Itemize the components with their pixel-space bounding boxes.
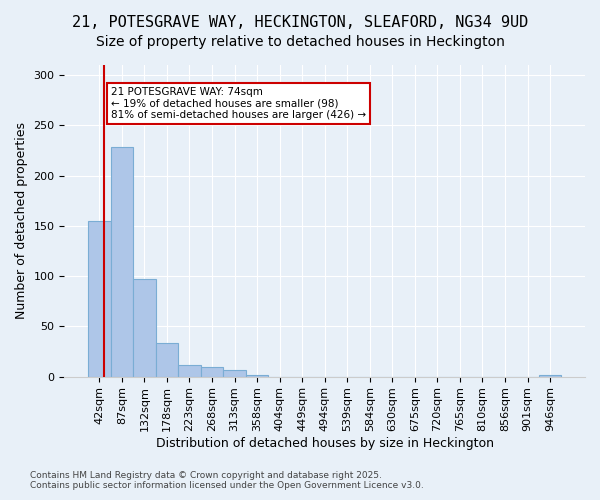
Bar [155,344,178,376]
Bar [539,374,562,376]
Bar [110,148,133,376]
Bar [201,366,223,376]
Bar [88,221,110,376]
X-axis label: Distribution of detached houses by size in Heckington: Distribution of detached houses by size … [156,437,494,450]
Text: Size of property relative to detached houses in Heckington: Size of property relative to detached ho… [95,35,505,49]
Bar [178,364,201,376]
Text: 21 POTESGRAVE WAY: 74sqm
← 19% of detached houses are smaller (98)
81% of semi-d: 21 POTESGRAVE WAY: 74sqm ← 19% of detach… [111,87,366,120]
Text: Contains HM Land Registry data © Crown copyright and database right 2025.
Contai: Contains HM Land Registry data © Crown c… [30,470,424,490]
Bar [133,279,155,376]
Bar [223,370,246,376]
Bar [246,374,268,376]
Y-axis label: Number of detached properties: Number of detached properties [15,122,28,320]
Text: 21, POTESGRAVE WAY, HECKINGTON, SLEAFORD, NG34 9UD: 21, POTESGRAVE WAY, HECKINGTON, SLEAFORD… [72,15,528,30]
